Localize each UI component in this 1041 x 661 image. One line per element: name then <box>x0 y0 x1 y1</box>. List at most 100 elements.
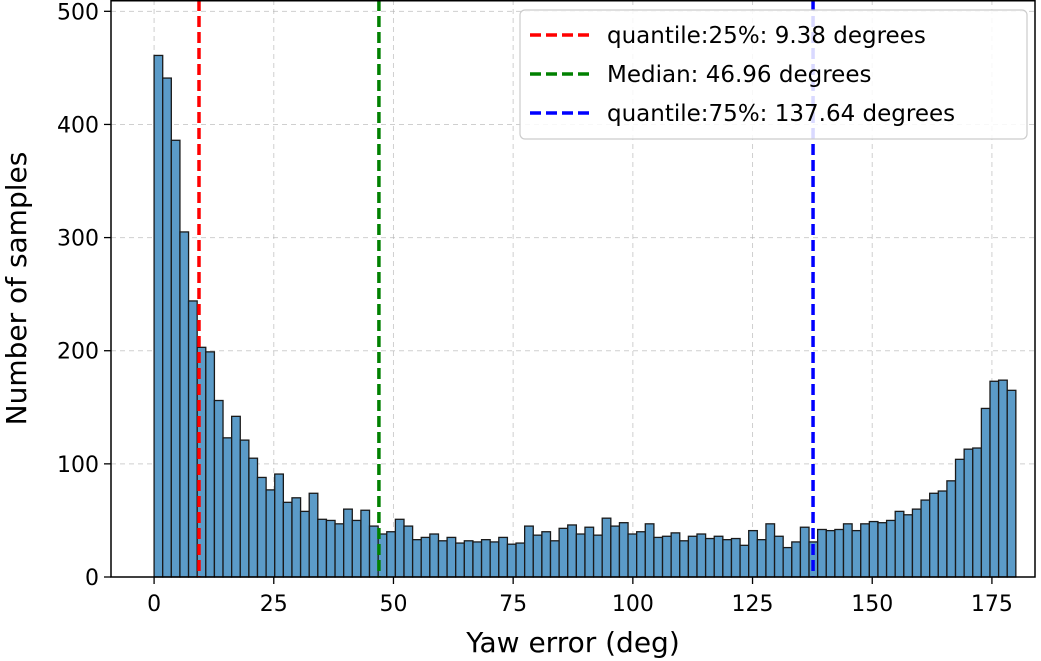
histogram-bar <box>773 535 784 578</box>
histogram-bar <box>411 539 422 578</box>
histogram-bar <box>437 540 448 578</box>
histogram-bar <box>722 539 733 578</box>
y-tick-label: 400 <box>57 113 99 138</box>
x-axis-title: Yaw error (deg) <box>465 626 680 659</box>
x-tick-label: 150 <box>851 592 893 617</box>
histogram-bar <box>610 525 621 578</box>
histogram-bar <box>730 537 741 578</box>
histogram-bar <box>455 542 465 578</box>
histogram-bar <box>704 537 715 578</box>
histogram-bar <box>903 514 914 578</box>
histogram-bar <box>713 535 724 578</box>
histogram-bar <box>653 536 664 578</box>
histogram-bar <box>334 523 345 578</box>
histogram-bar <box>825 529 836 578</box>
y-axis-title: Number of samples <box>0 152 33 426</box>
histogram-bar <box>532 534 543 578</box>
x-tick-label: 50 <box>379 592 407 617</box>
histogram-bar <box>196 346 207 578</box>
histogram-bar <box>816 528 827 578</box>
y-tick-label: 500 <box>57 0 99 25</box>
histogram-bar <box>601 517 612 578</box>
histogram-bar <box>739 544 750 578</box>
histogram-bar <box>489 541 500 578</box>
x-tick-label: 25 <box>260 592 288 617</box>
histogram-bar <box>308 492 319 578</box>
histogram-bar <box>170 139 181 578</box>
histogram-bar <box>368 525 379 578</box>
histogram-bar <box>670 532 681 578</box>
legend-label: quantile:75%: 137.64 degrees <box>607 101 955 127</box>
histogram-bar <box>627 533 638 578</box>
histogram-bar <box>799 526 810 578</box>
histogram-bar <box>1006 389 1017 578</box>
legend-label: quantile:25%: 9.38 degrees <box>607 23 926 49</box>
legend-items: quantile:25%: 9.38 degrees Median: 46.96 … <box>530 23 955 127</box>
histogram-bar <box>748 529 758 578</box>
histogram-bar <box>644 523 655 578</box>
plot-frame <box>110 0 1036 578</box>
histogram-bar <box>791 541 802 578</box>
histogram-bar <box>472 541 483 578</box>
histogram-bar <box>860 523 871 578</box>
y-tick-label: 200 <box>57 340 99 365</box>
histogram-bar <box>515 542 526 578</box>
histogram-bar <box>549 540 560 578</box>
histogram-bar <box>256 476 267 578</box>
histogram-bar <box>765 523 776 578</box>
histogram-bar <box>885 519 896 578</box>
histogram-bar <box>420 536 431 578</box>
histogram-bar <box>997 379 1008 578</box>
histogram-bar <box>679 540 690 578</box>
legend-label: Median: 46.96 degrees <box>607 62 871 88</box>
histogram-bar <box>386 531 397 578</box>
histogram-bar <box>618 522 629 578</box>
histogram-bar <box>963 448 974 578</box>
histogram-bar <box>541 531 552 578</box>
histogram-bar <box>498 536 509 578</box>
histogram-bar <box>343 508 353 578</box>
histogram-bar <box>153 54 164 578</box>
histogram-bar <box>834 528 845 578</box>
histogram-bar <box>205 351 216 578</box>
histogram-bar <box>351 519 362 578</box>
x-tick-label: 100 <box>612 592 654 617</box>
histogram-bar <box>877 522 888 578</box>
histogram-bar <box>946 480 957 578</box>
histogram-bar <box>429 533 440 578</box>
histogram-bar <box>636 531 646 578</box>
histogram-bar <box>523 525 534 578</box>
y-tick-label: 300 <box>57 227 99 252</box>
histogram-bar <box>187 300 198 578</box>
histogram-bar <box>894 510 905 578</box>
histogram-bar <box>868 520 879 578</box>
histogram-bar <box>230 415 241 578</box>
histogram-bar <box>972 447 983 578</box>
histogram-bar <box>213 399 224 578</box>
x-tick-label: 125 <box>732 592 774 617</box>
histogram-bar <box>179 231 190 578</box>
histogram-bar <box>920 499 931 578</box>
histogram-bar <box>575 533 586 578</box>
histogram-bar <box>394 518 405 578</box>
histogram-bar <box>696 533 707 578</box>
histogram-bar <box>360 509 371 578</box>
histogram-bar <box>989 380 1000 578</box>
y-tick-label: 100 <box>57 453 99 478</box>
histogram-bar <box>756 539 767 578</box>
histogram-bar <box>282 501 293 578</box>
x-tick-label: 75 <box>499 592 527 617</box>
legend: quantile:25%: 9.38 degrees Median: 46.96 … <box>519 9 1028 140</box>
histogram-bar <box>929 492 939 578</box>
x-tick-label: 175 <box>971 592 1013 617</box>
x-tick-label: 0 <box>147 592 161 617</box>
y-tick-label: 0 <box>85 566 99 591</box>
histogram-bar <box>842 523 853 578</box>
histogram-bar <box>911 508 922 578</box>
histogram-bar <box>325 519 336 578</box>
histogram-bar <box>480 539 491 578</box>
histogram-bar <box>687 535 698 578</box>
histogram-bar <box>567 524 578 578</box>
histogram-bar <box>851 529 862 578</box>
